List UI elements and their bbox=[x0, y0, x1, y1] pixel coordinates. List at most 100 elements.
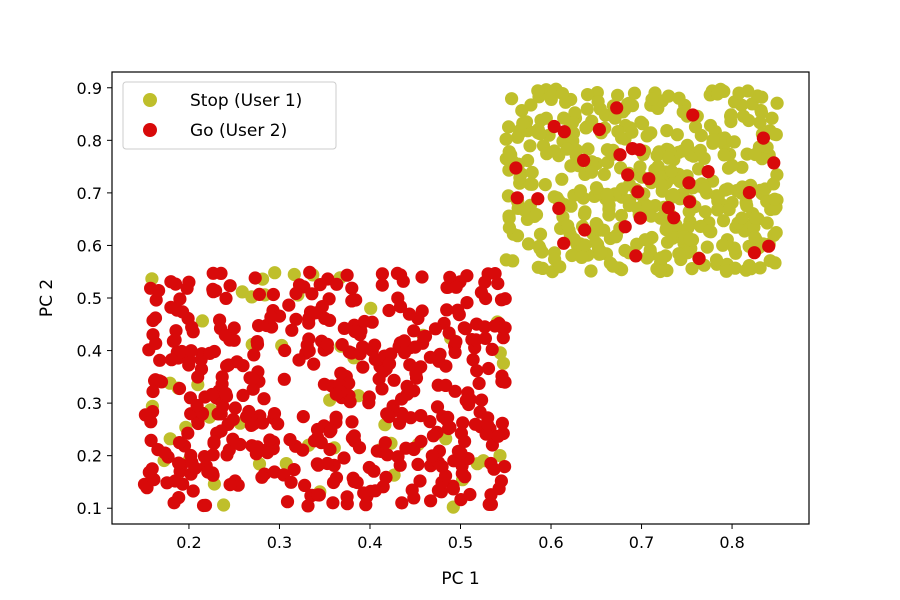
stop-point bbox=[664, 164, 679, 178]
go-point bbox=[352, 441, 367, 455]
stop-point bbox=[532, 239, 546, 253]
go-point bbox=[692, 251, 706, 266]
stop-point bbox=[633, 160, 647, 174]
stop-point bbox=[561, 219, 575, 233]
go-point bbox=[223, 279, 237, 293]
stop-point bbox=[748, 230, 762, 244]
go-point bbox=[190, 398, 204, 413]
go-point bbox=[169, 324, 183, 338]
go-point bbox=[395, 496, 409, 510]
go-point bbox=[164, 275, 178, 289]
go-point bbox=[310, 422, 325, 437]
go-point bbox=[324, 423, 338, 437]
stop-point bbox=[531, 84, 545, 98]
stop-point bbox=[760, 216, 774, 230]
stop-point bbox=[765, 111, 779, 125]
stop-point bbox=[523, 177, 537, 191]
x-axis-label: PC 1 bbox=[441, 569, 479, 589]
go-point bbox=[198, 498, 213, 512]
go-point bbox=[148, 374, 162, 388]
stop-point bbox=[521, 237, 536, 251]
stop-point bbox=[287, 267, 301, 282]
stop-point bbox=[496, 356, 510, 370]
go-point bbox=[475, 393, 489, 407]
go-point bbox=[247, 348, 261, 362]
go-point bbox=[309, 306, 323, 320]
go-point bbox=[686, 108, 700, 122]
go-point bbox=[391, 291, 405, 305]
go-point bbox=[368, 338, 382, 352]
legend: Stop (User 1) Go (User 2) bbox=[122, 81, 337, 150]
stop-point bbox=[577, 207, 592, 221]
go-point bbox=[625, 142, 640, 156]
stop-point bbox=[725, 158, 739, 172]
stop-point bbox=[533, 227, 548, 241]
go-point bbox=[340, 268, 354, 282]
stop-point bbox=[768, 202, 782, 216]
stop-point bbox=[735, 160, 749, 174]
go-point bbox=[463, 487, 477, 502]
go-point bbox=[197, 450, 212, 464]
go-point bbox=[481, 361, 496, 376]
go-point bbox=[337, 321, 351, 335]
go-point bbox=[430, 400, 445, 414]
stop-point bbox=[641, 199, 655, 213]
stop-point bbox=[654, 251, 668, 265]
stop-point bbox=[766, 177, 781, 191]
x-tick-label: 0.4 bbox=[357, 533, 382, 552]
go-point bbox=[460, 296, 474, 310]
go-point bbox=[472, 376, 486, 390]
stop-point bbox=[539, 111, 553, 125]
go-point bbox=[158, 446, 172, 460]
go-point bbox=[459, 394, 473, 408]
stop-point bbox=[650, 148, 664, 163]
go-point bbox=[365, 315, 379, 329]
go-point bbox=[439, 469, 453, 483]
go-point bbox=[220, 448, 234, 462]
x-tick-label: 0.3 bbox=[267, 533, 292, 552]
stop-point bbox=[627, 86, 642, 100]
stop-point bbox=[683, 232, 697, 246]
go-point bbox=[146, 384, 160, 399]
stop-point bbox=[706, 133, 720, 147]
go-point bbox=[330, 277, 344, 291]
stop-point bbox=[597, 167, 611, 181]
go-point bbox=[552, 201, 566, 215]
go-point bbox=[359, 498, 373, 512]
go-point bbox=[298, 478, 312, 492]
go-point bbox=[323, 442, 337, 457]
go-point bbox=[424, 494, 438, 508]
stop-point bbox=[567, 232, 581, 246]
go-point bbox=[367, 464, 381, 478]
go-point bbox=[474, 285, 488, 299]
legend-box bbox=[122, 81, 337, 150]
go-point bbox=[498, 321, 512, 335]
stop-point bbox=[645, 92, 659, 106]
legend-label-go: Go (User 2) bbox=[190, 121, 287, 141]
go-point bbox=[296, 410, 310, 424]
go-point bbox=[411, 457, 425, 471]
stop-point bbox=[493, 449, 507, 463]
go-point bbox=[252, 287, 266, 301]
legend-marker-go bbox=[143, 123, 157, 137]
go-point bbox=[148, 311, 163, 325]
go-point bbox=[317, 377, 331, 391]
go-point bbox=[285, 323, 299, 337]
go-point bbox=[442, 326, 456, 340]
go-point bbox=[498, 460, 512, 474]
go-point bbox=[491, 276, 505, 291]
go-point bbox=[172, 456, 186, 470]
stop-point bbox=[722, 203, 736, 217]
go-point bbox=[191, 416, 205, 431]
go-point bbox=[219, 386, 233, 400]
go-point bbox=[263, 433, 277, 447]
go-point bbox=[384, 347, 398, 361]
go-point bbox=[362, 396, 376, 410]
stop-point bbox=[578, 238, 592, 252]
go-point bbox=[468, 417, 482, 431]
go-point bbox=[356, 360, 370, 374]
stop-point bbox=[640, 251, 654, 265]
go-point bbox=[345, 281, 359, 295]
stop-point bbox=[589, 181, 604, 195]
go-point bbox=[480, 418, 495, 432]
